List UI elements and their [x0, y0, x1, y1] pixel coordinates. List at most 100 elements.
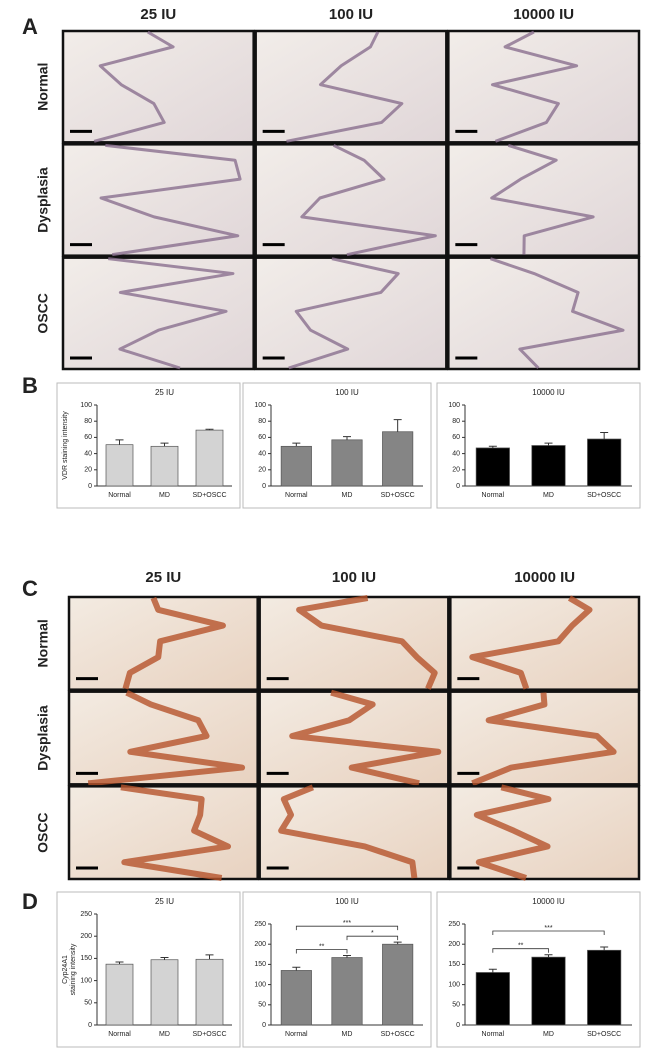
x-tick-label: SD+OSCC	[587, 492, 621, 499]
tissue-edge	[490, 30, 579, 143]
micrograph	[254, 256, 448, 371]
panel-label: C	[22, 576, 38, 601]
y-tick-label: 250	[80, 911, 92, 918]
error-bar	[160, 442, 169, 447]
row-label: OSCC	[35, 293, 51, 333]
column-header: 10000 IU	[513, 6, 574, 23]
column-header: 25 IU	[145, 569, 181, 586]
bar	[531, 445, 566, 487]
row-label: OSCC	[35, 812, 51, 852]
bar	[531, 956, 566, 1026]
x-tick-label: Normal	[482, 492, 505, 499]
bar	[105, 444, 134, 487]
bar	[475, 447, 510, 487]
row-label: Normal	[35, 619, 51, 667]
tissue-edge	[296, 595, 438, 690]
significance-bracket	[346, 935, 399, 941]
x-tick-label: Normal	[108, 1031, 131, 1038]
y-tick-label: 150	[448, 961, 460, 968]
bar	[150, 445, 179, 487]
tissue-edge	[99, 143, 242, 257]
x-tick-label: Normal	[285, 492, 308, 499]
micrograph	[67, 785, 259, 881]
y-tick-label: 0	[262, 1022, 266, 1029]
tissue-edge	[288, 257, 400, 370]
tissue-edge	[471, 692, 617, 787]
column-header: 100 IU	[329, 6, 373, 23]
error-bar	[488, 445, 497, 448]
chart-title: 10000 IU	[532, 897, 565, 906]
y-tick-label: 40	[452, 450, 460, 457]
tissue-edge	[300, 143, 437, 257]
y-tick-label: 150	[254, 961, 266, 968]
bar	[475, 972, 510, 1026]
error-bar	[205, 954, 214, 960]
chart-title: 25 IU	[155, 897, 174, 906]
significance-label: *	[371, 930, 374, 937]
micrograph	[61, 29, 255, 144]
tissue-edge	[490, 143, 595, 255]
bar	[331, 439, 363, 487]
y-tick-label: 20	[258, 467, 266, 474]
y-tick-label: 0	[456, 1022, 460, 1029]
y-tick-label: 60	[258, 434, 266, 441]
y-tick-label: 100	[448, 402, 460, 409]
x-tick-label: MD	[543, 492, 554, 499]
y-tick-label: 80	[84, 418, 92, 425]
significance-label: ***	[544, 925, 552, 932]
row-label: Dysplasia	[35, 167, 51, 233]
significance-label: **	[518, 943, 524, 950]
y-tick-label: 100	[254, 402, 266, 409]
chart-title: 100 IU	[335, 388, 359, 397]
tissue-edge	[473, 784, 552, 881]
y-tick-label: 80	[258, 418, 266, 425]
tissue-edge	[489, 257, 625, 370]
panel-label: B	[22, 373, 38, 398]
x-tick-label: MD	[543, 1031, 554, 1038]
bar	[587, 949, 622, 1026]
tissue-edge	[108, 257, 235, 370]
tissue-edge	[120, 784, 231, 881]
tissue-edge	[289, 689, 442, 787]
error-bar	[600, 432, 609, 440]
significance-bracket	[492, 930, 605, 936]
y-tick-label: 60	[452, 434, 460, 441]
y-tick-label: 80	[452, 418, 460, 425]
panel-label: D	[22, 889, 38, 914]
error-bar	[292, 966, 301, 971]
bar	[195, 958, 224, 1026]
y-tick-label: 100	[80, 402, 92, 409]
significance-label: **	[319, 943, 325, 950]
error-bar	[544, 442, 553, 446]
y-tick-label: 20	[84, 467, 92, 474]
error-bar	[393, 419, 402, 432]
error-bar	[115, 439, 124, 445]
bar	[382, 431, 414, 487]
micrograph	[254, 29, 448, 144]
error-bar	[205, 428, 214, 431]
y-tick-label: 100	[448, 981, 460, 988]
tissue-edge	[87, 689, 246, 787]
row-label: Dysplasia	[35, 705, 51, 771]
tissue-edge	[469, 595, 593, 690]
panel-label: A	[22, 14, 38, 39]
y-axis-label: VDR staining intensity	[62, 411, 69, 480]
bar	[150, 959, 179, 1026]
y-tick-label: 50	[258, 1002, 266, 1009]
y-tick-label: 40	[258, 450, 266, 457]
error-bar	[544, 954, 553, 958]
y-tick-label: 150	[80, 955, 92, 962]
y-tick-label: 0	[88, 483, 92, 490]
column-header: 10000 IU	[514, 569, 575, 586]
error-bar	[292, 442, 301, 447]
x-tick-label: MD	[342, 1031, 353, 1038]
bar	[382, 943, 414, 1026]
y-tick-label: 0	[88, 1022, 92, 1029]
tissue-edge	[278, 784, 418, 879]
x-tick-label: MD	[159, 1031, 170, 1038]
bar	[280, 970, 312, 1026]
y-axis-label: Cyp24A1	[62, 955, 69, 984]
tissue-edge	[122, 596, 226, 690]
y-axis-label: staining intensity	[70, 943, 77, 995]
